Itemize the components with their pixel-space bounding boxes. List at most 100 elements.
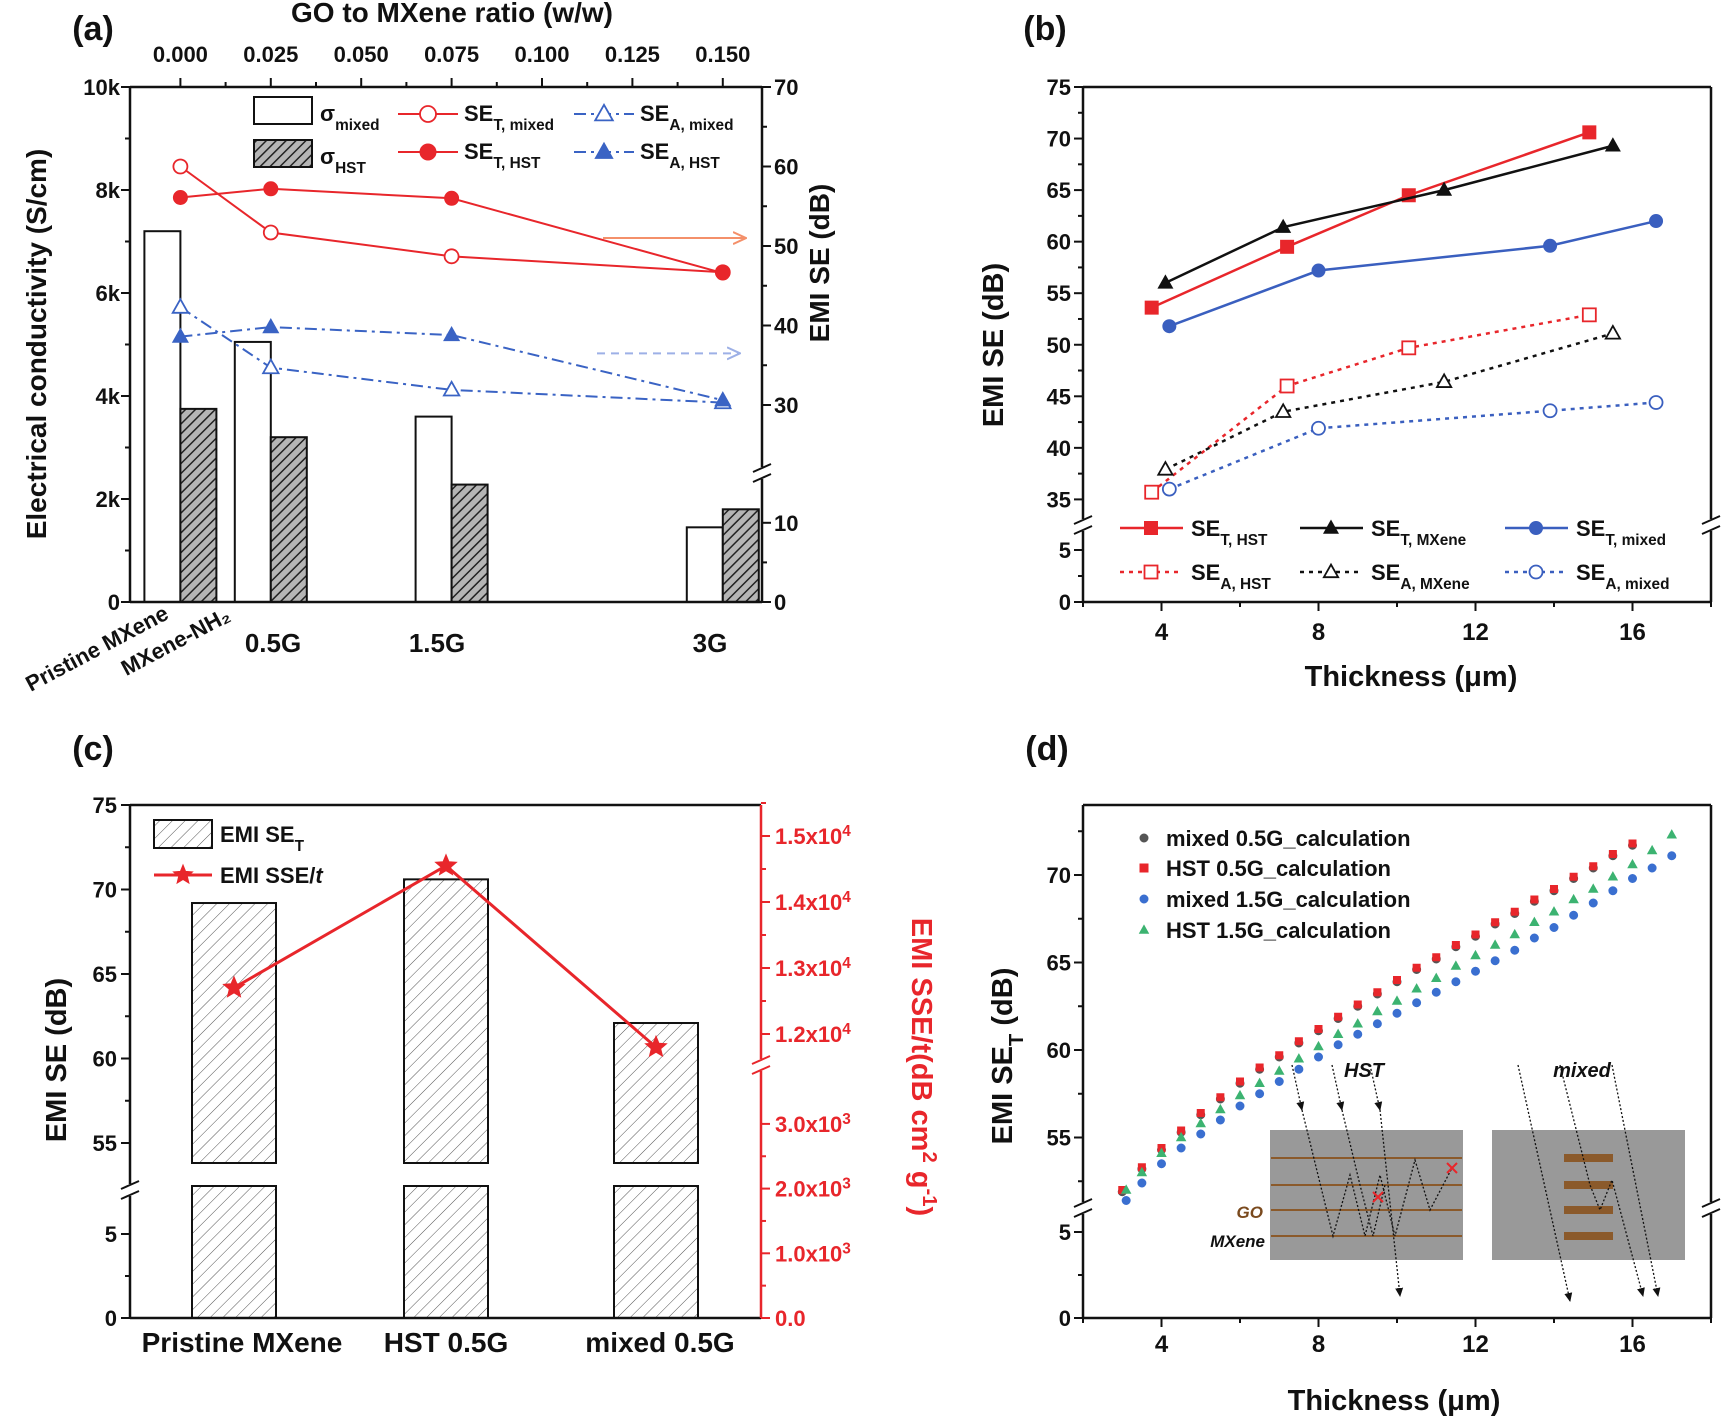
data-point — [1628, 874, 1637, 883]
data-point — [1352, 1018, 1364, 1028]
y-tick-label: 50 — [1047, 333, 1071, 358]
label-part: SE — [1576, 560, 1605, 585]
label-part: 3 — [842, 1240, 851, 1257]
legend-marker — [1139, 833, 1149, 843]
data-point — [1175, 1131, 1187, 1142]
data-point — [263, 181, 279, 197]
axis-break — [752, 463, 772, 473]
top-tick-label: 0.075 — [424, 42, 479, 67]
absorption-x-icon — [1446, 1162, 1458, 1174]
label-part: A, MXene — [1400, 576, 1470, 593]
series-line — [1164, 332, 1614, 471]
data-point — [1608, 886, 1618, 896]
data-point — [1569, 910, 1579, 920]
legend-marker — [1144, 521, 1158, 535]
label-part: 1.4x10 — [775, 890, 842, 915]
data-point — [1432, 953, 1441, 962]
axis-break — [1073, 525, 1093, 535]
label-part: A, mixed — [1605, 576, 1669, 593]
axis-break — [1701, 1208, 1721, 1218]
category-label: 3G — [693, 628, 728, 658]
data-point — [1510, 945, 1520, 955]
label-part: A, HST — [1220, 576, 1271, 593]
data-point — [1436, 181, 1453, 196]
x-axis-title: Thickness (μm) — [1288, 1385, 1501, 1417]
right-tick-label: 1.4x104 — [775, 889, 851, 916]
top-tick-label: 0.025 — [243, 42, 298, 67]
data-point — [1543, 238, 1558, 253]
data-point — [1491, 918, 1500, 927]
bar-sigma-mixed — [685, 526, 724, 604]
bar-emi-set-upper — [403, 878, 489, 1164]
left-tick-label: 0 — [105, 1306, 117, 1331]
data-point — [1604, 324, 1622, 340]
legend: EMI SET EMI SSE/t — [153, 819, 324, 888]
data-point — [1279, 378, 1295, 394]
left-tick-label: 70 — [93, 878, 117, 903]
data-point — [1549, 923, 1559, 932]
legend-label: SET, HST — [464, 139, 541, 172]
data-point — [1451, 977, 1461, 987]
label-part: SE — [640, 101, 669, 126]
label-part: SE — [1191, 560, 1220, 585]
label-part: mixed — [335, 117, 379, 134]
label-part: ) — [905, 1207, 937, 1217]
x-tick-label: 12 — [1462, 1331, 1489, 1358]
legend-label: mixed 1.5G_calculation — [1166, 887, 1411, 912]
right-tick-label: 0 — [774, 590, 786, 615]
data-point — [1195, 1117, 1207, 1128]
axis-break — [1701, 525, 1721, 535]
data-point — [1215, 1103, 1226, 1114]
data-point — [172, 158, 189, 175]
data-point — [171, 297, 190, 314]
data-point — [1311, 420, 1326, 436]
data-point — [1196, 1129, 1206, 1139]
data-point — [1137, 1178, 1147, 1188]
label-part: 4 — [842, 889, 851, 906]
data-point-star — [222, 975, 246, 998]
data-point — [1372, 1005, 1383, 1016]
data-point — [1667, 851, 1677, 861]
series-line — [1164, 144, 1614, 285]
label-part: T — [1006, 1033, 1028, 1046]
data-point — [1648, 395, 1664, 410]
top-tick-label: 0.000 — [153, 42, 208, 67]
legend-marker — [1529, 521, 1543, 535]
panel-label: (d) — [1025, 730, 1068, 768]
data-point — [1412, 998, 1422, 1008]
data-point — [1274, 402, 1292, 418]
series-line — [179, 165, 723, 274]
x-tick-label: 16 — [1619, 1331, 1646, 1358]
data-point — [1161, 481, 1177, 497]
data-point — [1627, 858, 1638, 869]
label-part: SE — [1576, 516, 1605, 541]
bar-emi-set-lower — [403, 1185, 489, 1319]
left-tick-label: 4k — [96, 384, 121, 409]
legend-marker — [419, 143, 437, 161]
label-part: 4 — [842, 955, 851, 972]
right-axis-title: EMI SSE/t(dB cm2 g-1) — [905, 918, 940, 1216]
y-axis-title: EMI SET (dB) — [987, 968, 1028, 1145]
series-line — [180, 326, 724, 402]
data-point — [1401, 340, 1417, 356]
y-tick-label: 5 — [1059, 1220, 1071, 1245]
label-part: -1 — [918, 1189, 940, 1207]
inset-label: GO — [1237, 1203, 1263, 1222]
data-point — [1120, 1184, 1132, 1194]
legend-marker — [1322, 562, 1340, 579]
label-part: T, HST — [493, 155, 541, 172]
transmitted-wave-arrow — [1379, 1109, 1404, 1297]
data-point — [1254, 1077, 1265, 1087]
data-point — [1628, 839, 1637, 848]
label-part: SE — [1371, 516, 1400, 541]
data-point — [442, 380, 461, 397]
series-line — [180, 187, 724, 274]
data-point — [1236, 1077, 1244, 1086]
data-point — [1176, 1143, 1186, 1153]
legend-label: SET, HST — [1191, 516, 1268, 549]
data-point — [1604, 137, 1621, 152]
data-point — [1471, 966, 1480, 976]
series-line — [1151, 131, 1590, 309]
y-tick-label: 55 — [1047, 281, 1071, 306]
